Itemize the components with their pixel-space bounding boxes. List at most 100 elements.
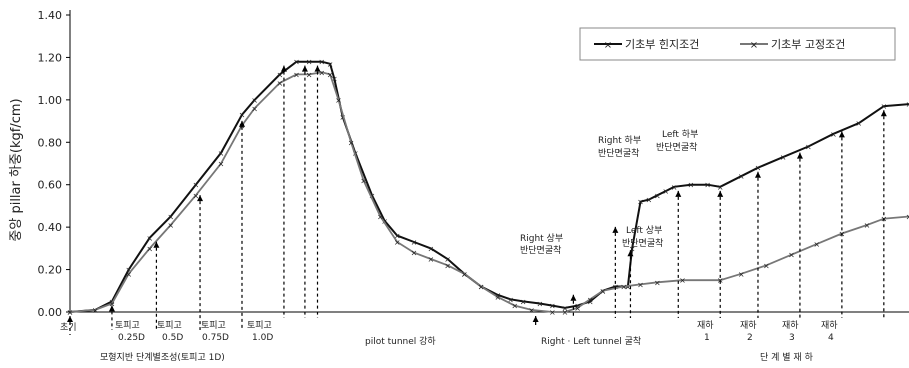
series-point-0: × — [654, 191, 661, 200]
series-point-1: × — [637, 280, 644, 289]
series-point-0: × — [880, 102, 887, 111]
y-ticks: 0.00 0.20 0.40 0.60 0.80 1.00 1.20 1.40 — [38, 9, 70, 319]
y-tick-label: 0.40 — [38, 221, 63, 234]
initial-label: 초기 — [60, 322, 77, 333]
series-point-1: × — [306, 70, 313, 79]
series-point-0: × — [574, 302, 581, 311]
annotation-arrow-head — [280, 65, 287, 72]
series-point-0: × — [327, 60, 334, 69]
series-point-1: × — [394, 238, 401, 247]
series-point-0: × — [239, 111, 246, 120]
series-point-0: × — [625, 283, 632, 292]
y-tick-label: 1.40 — [38, 9, 63, 22]
stage-label-4-line2: 1.0D — [252, 333, 273, 343]
ground-stage-label: 모형지반 단계별조성(토피고 1D) — [100, 351, 225, 363]
annotation-arrow-head — [570, 294, 577, 301]
series-point-1: × — [67, 308, 74, 317]
series-point-1: × — [360, 177, 367, 186]
series-point-1: × — [125, 270, 132, 279]
y-tick-label: 0.00 — [38, 306, 63, 319]
y-tick-label: 1.20 — [38, 51, 63, 64]
series-point-1: × — [528, 306, 535, 315]
annotation-arrow-head — [627, 250, 634, 257]
series-point-0: × — [646, 196, 653, 205]
unload-label-4-line2: 4 — [828, 333, 834, 343]
right-upper-label-1: Right 상부 — [520, 233, 563, 244]
series-point-0: × — [427, 244, 434, 253]
series-point-0: × — [704, 181, 711, 190]
series-point-1: × — [444, 261, 451, 270]
series-point-0: × — [293, 58, 300, 67]
series-point-0: × — [146, 234, 153, 243]
series-point-1: × — [788, 251, 795, 260]
series-point-0: × — [507, 295, 514, 304]
series-point-1: × — [92, 306, 99, 315]
series-point-1: × — [478, 283, 485, 292]
series-point-0: × — [192, 181, 199, 190]
legend-label-fixed: 기초부 고정조건 — [771, 38, 845, 51]
series-point-0: × — [755, 164, 762, 173]
annotation-arrow-head — [238, 120, 245, 127]
annotation-arrow-head — [754, 171, 761, 178]
series-point-0: × — [688, 181, 695, 190]
series-point-1: × — [654, 278, 661, 287]
series-point-1: × — [251, 104, 258, 113]
series-point-1: × — [377, 213, 384, 222]
left-upper-label-1: Left 상부 — [626, 225, 662, 236]
series-point-0: × — [411, 238, 418, 247]
series-point-1: × — [167, 221, 174, 230]
unload-label-1-line2: 1 — [704, 333, 710, 343]
series-point-0: × — [339, 113, 346, 122]
annotation-arrow-head — [838, 131, 845, 138]
series-point-1: × — [327, 70, 334, 79]
series-point-1: × — [495, 293, 502, 302]
annotation-arrow-head — [612, 226, 619, 233]
series-point-0: × — [331, 75, 338, 84]
series-point-1: × — [411, 249, 418, 258]
series-point-0: × — [495, 291, 502, 300]
series-point-0: × — [906, 100, 909, 109]
series-point-1: × — [276, 79, 283, 88]
series-point-0: × — [306, 58, 313, 67]
unload-label-1-line1: 재하 — [697, 320, 714, 331]
series-point-0: × — [125, 266, 132, 275]
annotation-arrow-head — [717, 190, 724, 197]
right-upper-label-2: 반단면굴착 — [520, 245, 561, 256]
annotation-arrow-head — [197, 195, 204, 202]
series-point-0: × — [549, 302, 556, 311]
series-point-0: × — [717, 183, 724, 192]
legend-marker-fixed: × — [750, 40, 758, 51]
series-point-1: × — [146, 244, 153, 253]
left-lower-label-2: 반단면굴착 — [656, 142, 697, 153]
series-point-0: × — [855, 119, 862, 128]
y-tick-label: 0.60 — [38, 179, 63, 192]
y-tick-label: 1.00 — [38, 94, 63, 107]
annotation-arrow-head — [675, 190, 682, 197]
series-point-1: × — [587, 295, 594, 304]
stage-label-2-line1: 토피고 — [157, 320, 182, 331]
annotation-arrows — [67, 65, 887, 335]
unload-label-3-line2: 3 — [789, 333, 795, 343]
annotation-arrow-head — [532, 316, 539, 322]
annotation-arrow-head — [880, 110, 887, 117]
series-point-1: × — [738, 270, 745, 279]
series-point-1: × — [348, 138, 355, 147]
series-point-1: × — [620, 283, 627, 292]
series-point-0: × — [562, 304, 569, 313]
annotation-arrow-head — [301, 65, 308, 72]
series-point-0: × — [671, 183, 678, 192]
annotation-arrow-head — [314, 65, 321, 72]
series-point-0: × — [536, 300, 543, 309]
series-point-1: × — [717, 276, 724, 285]
unload-stage-label: 단 계 별 재 하 — [760, 351, 814, 363]
series-point-1: × — [864, 221, 871, 230]
y-axis-label: 중앙 pillar 하중(kgf/cm) — [9, 98, 24, 241]
series-point-1: × — [427, 255, 434, 264]
stage-label-3-line2: 0.75D — [202, 333, 229, 343]
unload-label-2-line1: 재하 — [740, 320, 757, 331]
series-point-0: × — [369, 191, 376, 200]
series-point-0: × — [251, 96, 258, 105]
series-point-0: × — [444, 255, 451, 264]
legend-box — [579, 27, 896, 61]
